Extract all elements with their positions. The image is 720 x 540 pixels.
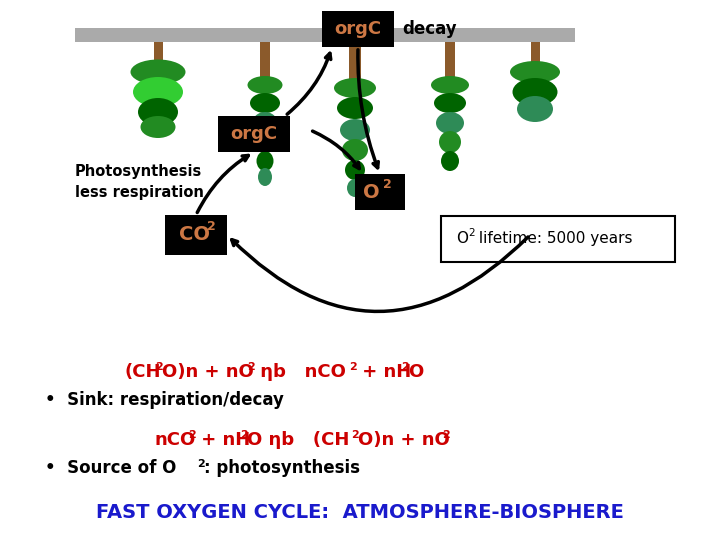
Ellipse shape xyxy=(436,112,464,134)
Text: + nH: + nH xyxy=(195,431,251,449)
Bar xyxy=(445,42,455,77)
Ellipse shape xyxy=(342,139,368,161)
Text: (CH: (CH xyxy=(125,363,161,381)
Text: O: O xyxy=(408,363,423,381)
Ellipse shape xyxy=(517,96,553,122)
Text: : photosynthesis: : photosynthesis xyxy=(204,459,360,477)
Text: 2: 2 xyxy=(351,430,359,440)
Text: 2: 2 xyxy=(349,362,356,372)
Ellipse shape xyxy=(345,160,365,180)
Text: O)n + nO: O)n + nO xyxy=(358,431,450,449)
Text: O ηb   (CH: O ηb (CH xyxy=(247,431,349,449)
Bar xyxy=(165,215,227,255)
Text: 2: 2 xyxy=(442,430,450,440)
Text: O: O xyxy=(363,183,379,201)
Text: orgC: orgC xyxy=(230,125,278,143)
Ellipse shape xyxy=(250,93,280,113)
Text: 2: 2 xyxy=(188,430,196,440)
Ellipse shape xyxy=(248,76,282,94)
Text: ηb   nCO: ηb nCO xyxy=(254,363,346,381)
Text: •  Sink: respiration/decay: • Sink: respiration/decay xyxy=(45,391,284,409)
Ellipse shape xyxy=(441,151,459,171)
Text: 2: 2 xyxy=(197,459,204,469)
Text: 2: 2 xyxy=(383,179,392,192)
Text: CO: CO xyxy=(179,226,210,245)
Ellipse shape xyxy=(340,119,370,141)
Ellipse shape xyxy=(510,61,560,83)
Text: 2: 2 xyxy=(155,362,163,372)
Text: 2: 2 xyxy=(401,362,409,372)
Ellipse shape xyxy=(434,93,466,113)
Text: FAST OXYGEN CYCLE:  ATMOSPHERE-BIOSPHERE: FAST OXYGEN CYCLE: ATMOSPHERE-BIOSPHERE xyxy=(96,503,624,522)
Ellipse shape xyxy=(439,131,461,153)
Text: decay: decay xyxy=(402,20,456,38)
Text: orgC: orgC xyxy=(334,20,382,38)
Ellipse shape xyxy=(334,78,376,98)
Bar xyxy=(75,28,575,42)
Ellipse shape xyxy=(254,131,276,153)
Ellipse shape xyxy=(513,78,557,106)
FancyBboxPatch shape xyxy=(441,215,675,262)
Bar xyxy=(260,42,270,77)
Text: •  Source of O: • Source of O xyxy=(45,459,176,477)
Text: 2: 2 xyxy=(247,362,255,372)
Text: O)n + nO: O)n + nO xyxy=(162,363,253,381)
Bar xyxy=(355,174,405,210)
Ellipse shape xyxy=(256,151,274,171)
Text: 2: 2 xyxy=(468,228,474,238)
Bar xyxy=(218,116,290,152)
Text: O: O xyxy=(456,232,468,246)
Ellipse shape xyxy=(258,168,272,186)
Text: lifetime: 5000 years: lifetime: 5000 years xyxy=(474,232,632,246)
Ellipse shape xyxy=(130,59,186,84)
Ellipse shape xyxy=(138,98,178,126)
Bar xyxy=(322,11,394,47)
Text: nCO: nCO xyxy=(155,431,197,449)
Ellipse shape xyxy=(337,97,373,119)
Text: Photosynthesis
less respiration: Photosynthesis less respiration xyxy=(75,164,204,200)
Text: + nH: + nH xyxy=(356,363,411,381)
Ellipse shape xyxy=(347,179,363,197)
Bar xyxy=(531,42,540,67)
Ellipse shape xyxy=(133,77,183,107)
Text: 2: 2 xyxy=(240,430,248,440)
Bar xyxy=(154,42,163,67)
Ellipse shape xyxy=(140,116,176,138)
Bar xyxy=(349,42,361,80)
Text: 2: 2 xyxy=(207,220,216,233)
Ellipse shape xyxy=(253,112,277,134)
Ellipse shape xyxy=(431,76,469,94)
